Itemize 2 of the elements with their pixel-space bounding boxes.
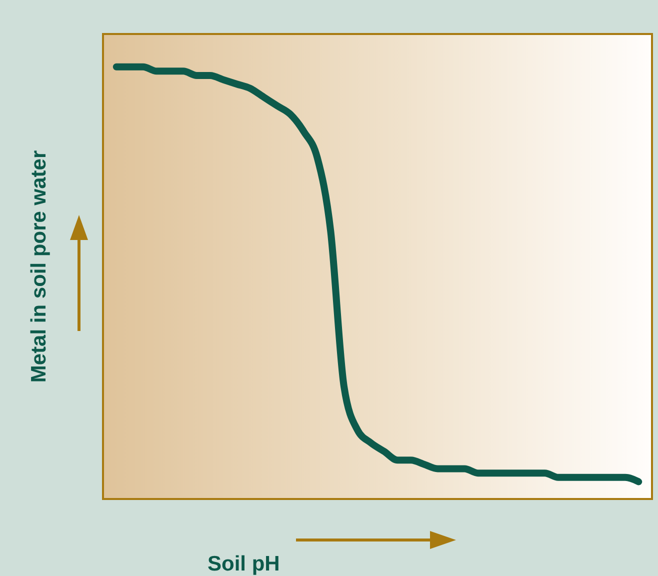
x-axis-title: Soil pH xyxy=(208,552,280,576)
y-axis-title: Metal in soil pore water xyxy=(28,150,50,383)
